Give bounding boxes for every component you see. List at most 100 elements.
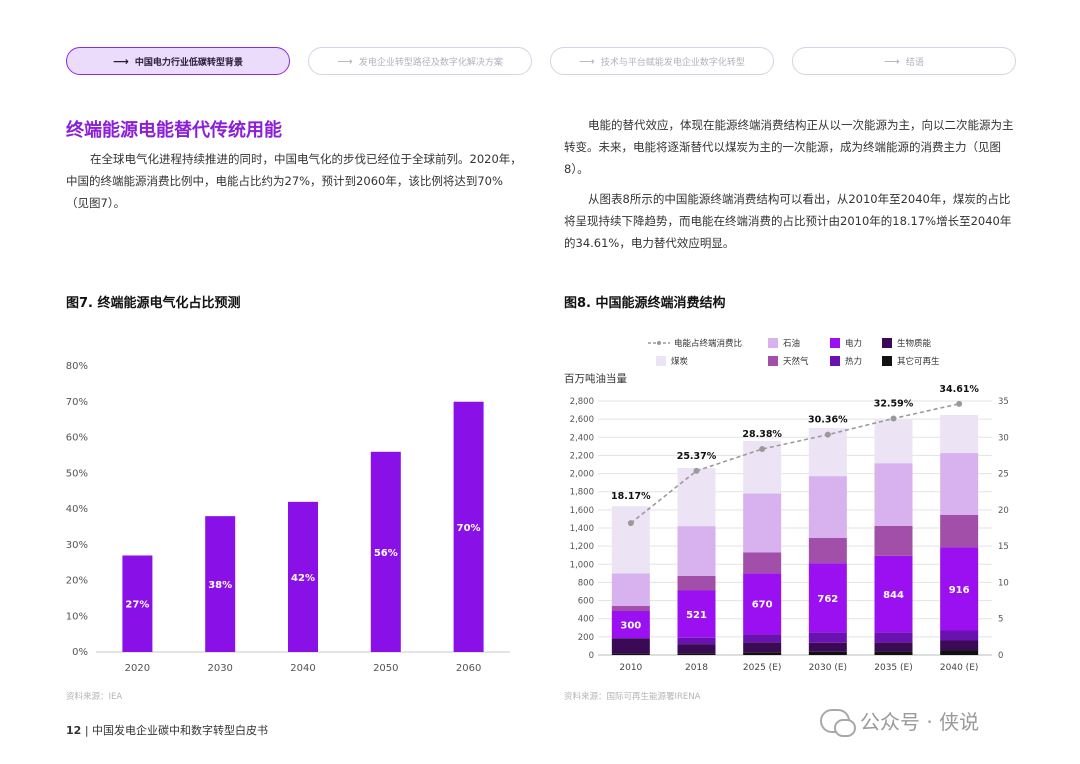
x-tick-label: 2010 (619, 663, 642, 672)
arrow-right-icon: ⟶ (884, 54, 900, 68)
bar (122, 555, 153, 652)
stacked-bar-segment (743, 552, 782, 574)
stacked-bar-segment (677, 637, 716, 645)
y-tick-label: 2,000 (570, 470, 594, 480)
stacked-bar-segment (743, 652, 782, 655)
stacked-bar-segment (874, 555, 913, 633)
stacked-bar-segment (940, 640, 979, 651)
y-tick-label: 400 (578, 615, 594, 625)
share-value-label: 25.37% (677, 451, 717, 462)
y-tick-label: 1,600 (570, 506, 594, 516)
stacked-bar-segment (611, 638, 650, 654)
bar-value-label: 762 (817, 594, 838, 605)
stacked-bar-segment (611, 506, 650, 574)
bar-value-label: 521 (686, 610, 707, 621)
stacked-bar-segment (677, 575, 716, 591)
stacked-bar-segment (743, 573, 782, 635)
y2-tick-label: 35 (998, 397, 1009, 407)
stacked-bar-segment (611, 573, 650, 607)
y-tick-label: 0% (72, 647, 88, 658)
nav-tab-platform[interactable]: ⟶ 技术与平台赋能发电企业数字化转型 (550, 47, 774, 75)
legend-swatch (768, 356, 778, 366)
y-axis-unit: 百万吨油当量 (564, 372, 627, 385)
page-number: 12 (66, 724, 82, 737)
bar-value-label: 670 (752, 600, 773, 611)
legend-label: 其它可再生 (897, 356, 940, 367)
fig8-source: 资料来源：国际可再生能源署IRENA (564, 692, 701, 702)
y-tick-label: 1,800 (570, 488, 594, 498)
y-tick-label: 200 (578, 633, 594, 643)
bar-value-label: 300 (620, 621, 641, 632)
y-tick-label: 1,400 (570, 524, 594, 534)
stacked-bar-segment (677, 644, 716, 654)
stacked-bar-segment (808, 642, 847, 652)
bar (205, 516, 236, 652)
y-tick-label: 2,800 (570, 397, 594, 407)
y2-tick-label: 0 (998, 651, 1003, 661)
y2-tick-label: 15 (998, 542, 1009, 552)
x-tick-label: 2040 (E) (940, 663, 978, 672)
y-tick-label: 80% (66, 361, 88, 372)
bar-value-label: 38% (208, 580, 232, 591)
legend-label: 电力 (845, 338, 862, 349)
x-tick-label: 2035 (E) (874, 663, 912, 672)
legend-swatch (882, 338, 892, 348)
nav-tab-conclusion[interactable]: ⟶ 结语 (792, 47, 1016, 75)
stacked-bar-segment (611, 653, 650, 655)
legend-label: 石油 (783, 338, 800, 349)
fig7-title: 图7. 终端能源电气化占比预测 (66, 296, 241, 311)
y-tick-label: 2,600 (570, 415, 594, 425)
bar (453, 401, 484, 652)
section-title: 终端能源电能替代传统用能 (66, 120, 282, 141)
footer-text: 中国发电企业碳中和数字转型白皮书 (92, 724, 269, 737)
fig8-title: 图8. 中国能源终端消费结构 (564, 296, 726, 311)
x-tick-label: 2040 (290, 663, 315, 674)
nav-tab-label: 技术与平台赋能发电企业数字化转型 (600, 57, 745, 68)
stacked-bar-segment (940, 414, 979, 454)
stacked-bar-segment (743, 634, 782, 643)
stacked-bar-segment (808, 563, 847, 633)
x-tick-label: 2030 (207, 663, 232, 674)
x-tick-label: 2060 (456, 663, 481, 674)
stacked-bar-segment (743, 642, 782, 653)
y2-tick-label: 5 (998, 615, 1003, 625)
y-tick-label: 1,200 (570, 542, 594, 552)
x-tick-label: 2030 (E) (809, 663, 847, 672)
y-tick-label: 2,400 (570, 433, 594, 443)
legend-label: 生物质能 (897, 338, 932, 349)
stacked-bar-segment (743, 493, 782, 553)
share-value-label: 34.61% (939, 384, 979, 395)
stacked-bar-segment (874, 419, 913, 464)
y-tick-label: 40% (66, 504, 88, 515)
nav-tab-solutions[interactable]: ⟶ 发电企业转型路径及数字化解决方案 (308, 47, 532, 75)
legend-swatch (882, 356, 892, 366)
y-tick-label: 0 (589, 651, 594, 661)
nav-tab-label: 发电企业转型路径及数字化解决方案 (358, 57, 503, 68)
stacked-bar-segment (874, 463, 913, 526)
right-paragraph-1: 电能的替代效应，体现在能源终端消费结构正从以一次能源为主，向以二次能源为主转变。… (564, 118, 1014, 176)
wechat-icon (820, 708, 856, 737)
share-value-label: 18.17% (611, 491, 651, 502)
x-tick-label: 2018 (685, 663, 708, 672)
y-tick-label: 10% (66, 611, 88, 622)
bar-value-label: 42% (291, 573, 315, 584)
share-point (824, 431, 831, 438)
legend-swatch (656, 356, 666, 366)
stacked-bar-segment (874, 651, 913, 655)
stacked-bar-segment (940, 650, 979, 655)
x-tick-label: 2020 (125, 663, 150, 674)
left-paragraph: 在全球电气化进程持续推进的同时，中国电气化的步伐已经位于全球前列。2020年，中… (66, 152, 522, 210)
y-tick-label: 600 (578, 597, 594, 607)
legend-swatch (768, 338, 778, 348)
fig7-source: 资料来源：IEA (66, 692, 123, 702)
share-value-label: 32.59% (874, 398, 914, 409)
nav-tab-background[interactable]: ⟶ 中国电力行业低碳转型背景 (66, 47, 290, 75)
y-tick-label: 800 (578, 578, 594, 588)
x-tick-label: 2050 (373, 663, 398, 674)
stacked-bar-segment (940, 514, 979, 548)
legend-label: 热力 (845, 356, 862, 367)
stacked-bar-segment (940, 547, 979, 631)
stacked-bar-segment (808, 651, 847, 655)
share-point (627, 520, 634, 527)
